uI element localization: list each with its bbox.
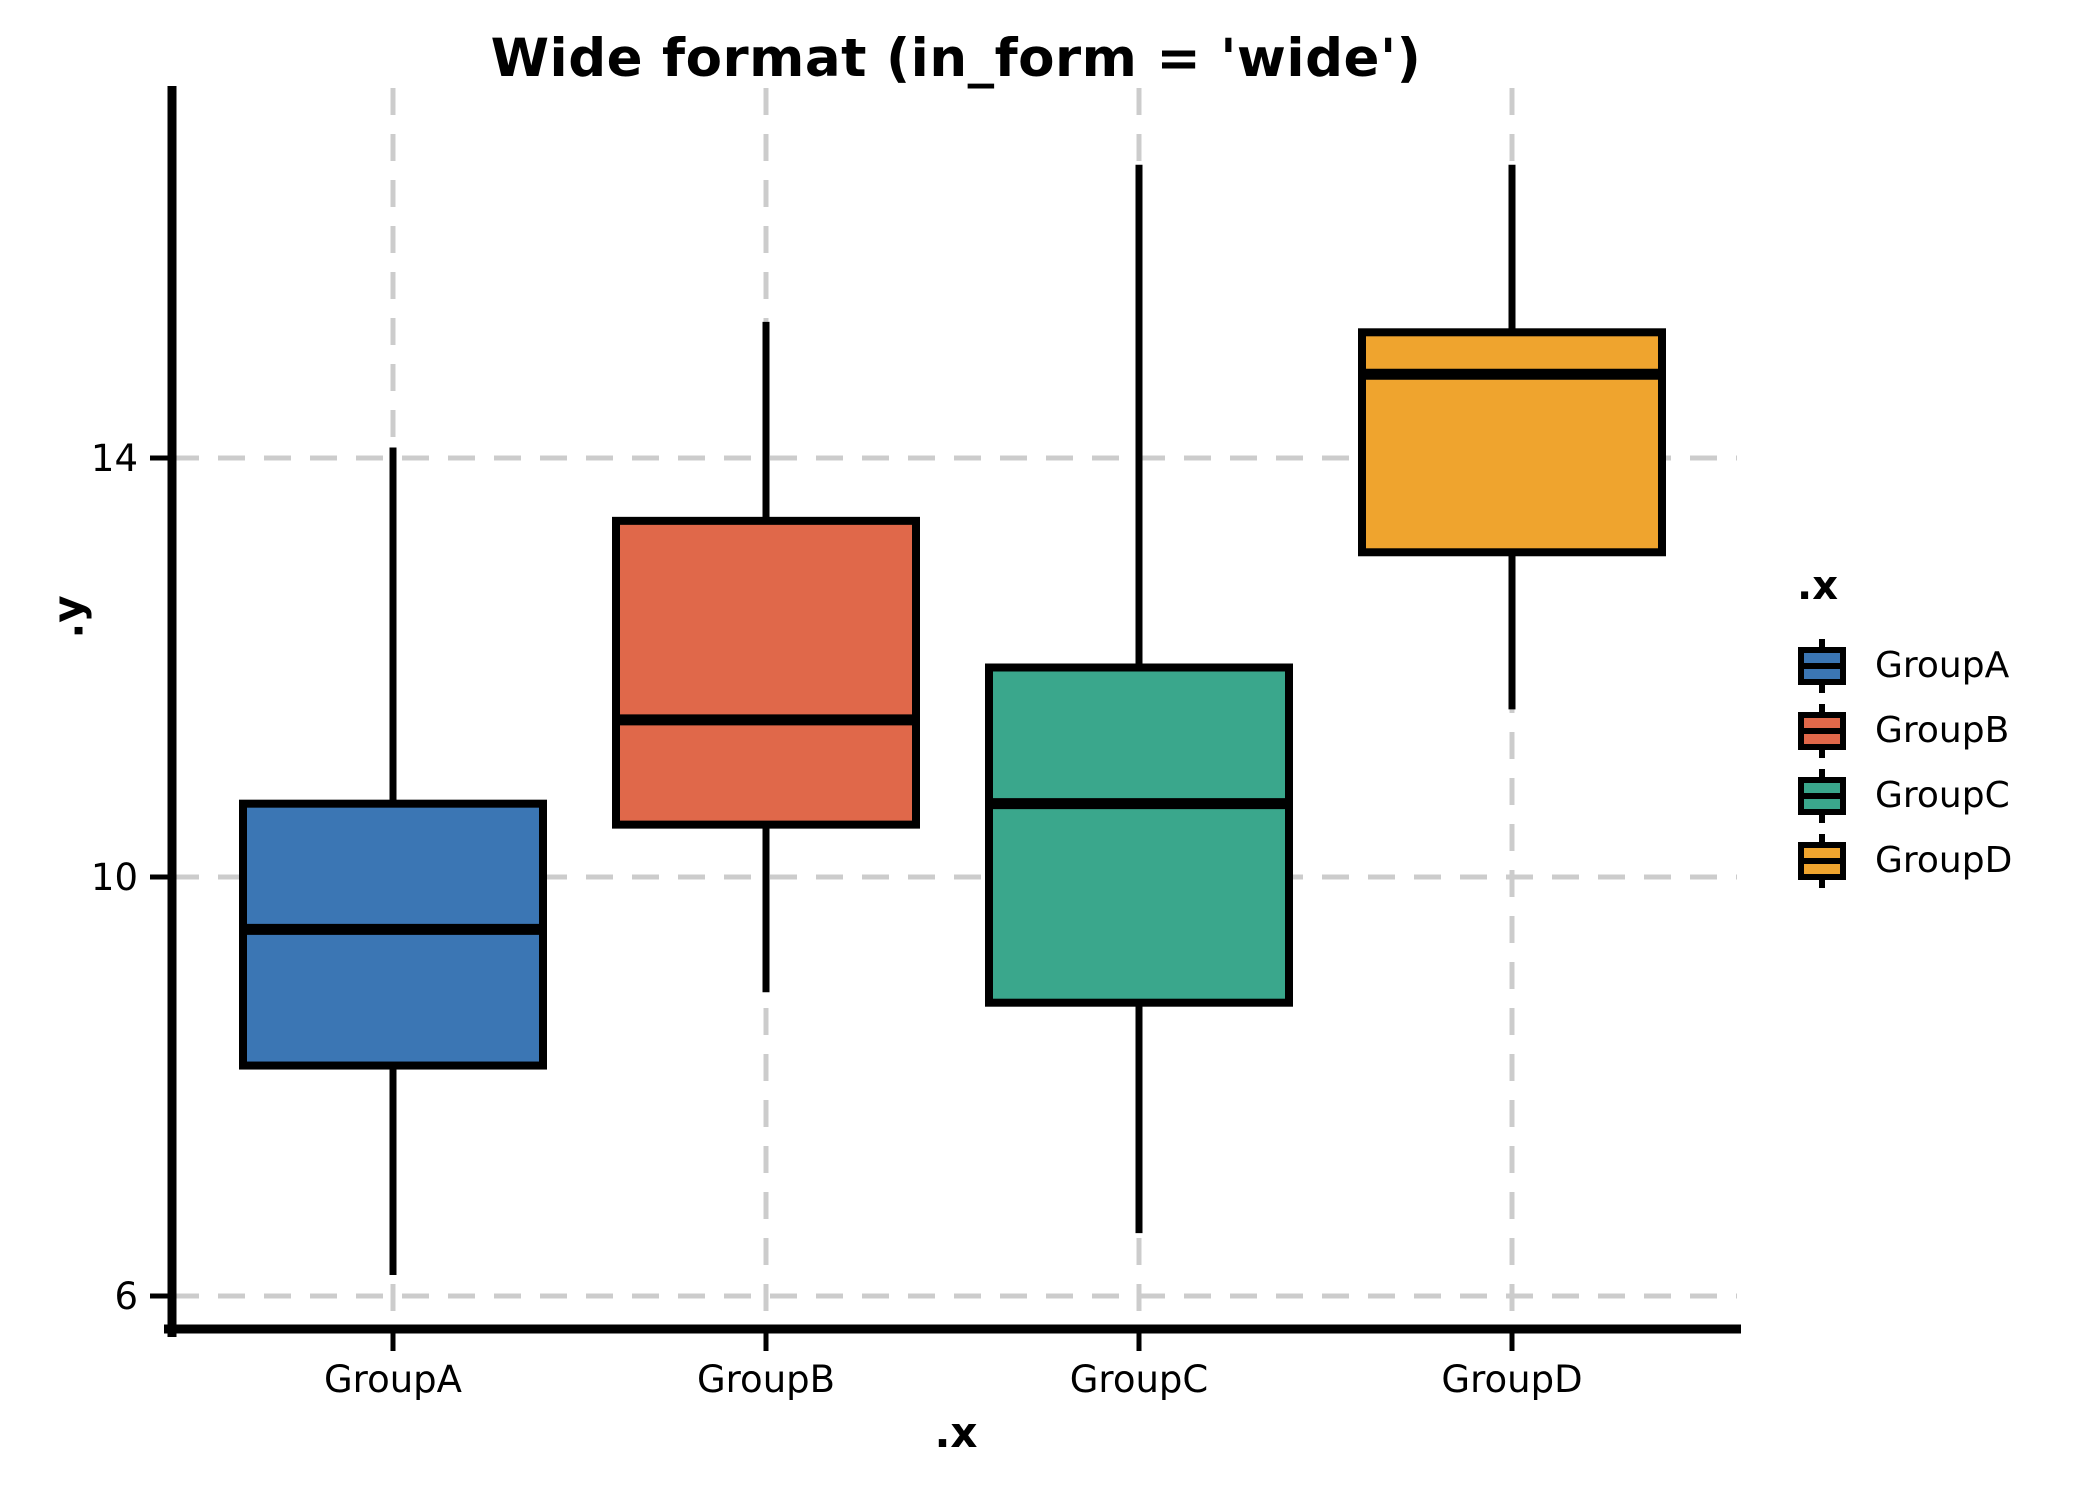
- chart-title: Wide format (in_form = 'wide'): [490, 28, 1422, 89]
- box-groupc: [985, 663, 1293, 1007]
- x-tick-label-groupc: GroupC: [1070, 1358, 1208, 1401]
- y-tick-label-10: 10: [91, 856, 138, 899]
- legend-item-groupc: GroupC: [1797, 763, 2012, 828]
- legend-item-groupa: GroupA: [1797, 633, 2012, 698]
- y-axis-title: .y: [43, 595, 93, 639]
- legend-swatch-boxplot-icon: [1798, 833, 1846, 888]
- y-tick-label-6: 6: [114, 1275, 138, 1318]
- legend-item-label: GroupA: [1875, 645, 2010, 686]
- legend-item-label: GroupB: [1875, 710, 2010, 751]
- legend-items: GroupA GroupB GroupC GroupD: [1797, 633, 2012, 893]
- legend-swatch-boxplot-icon: [1798, 768, 1846, 823]
- legend-swatch-boxplot-icon: [1798, 638, 1846, 693]
- legend-swatch-boxplot-icon: [1798, 703, 1846, 758]
- x-tick-label-groupd: GroupD: [1441, 1358, 1582, 1401]
- legend-item-label: GroupD: [1875, 840, 2013, 881]
- legend-item-label: GroupC: [1875, 775, 2010, 816]
- y-tick-label-14: 14: [91, 437, 138, 480]
- box-groupd: [1358, 328, 1666, 557]
- legend: .x GroupA GroupB GroupC GroupD: [1797, 563, 2012, 893]
- legend-item-groupd: GroupD: [1797, 828, 2012, 893]
- legend-item-groupb: GroupB: [1797, 698, 2012, 763]
- legend-title: .x: [1797, 563, 1838, 609]
- x-tick-label-groupb: GroupB: [697, 1358, 835, 1401]
- x-tick-label-groupa: GroupA: [324, 1358, 462, 1401]
- x-axis-title: .x: [934, 1408, 978, 1457]
- box-groupb: [612, 516, 920, 829]
